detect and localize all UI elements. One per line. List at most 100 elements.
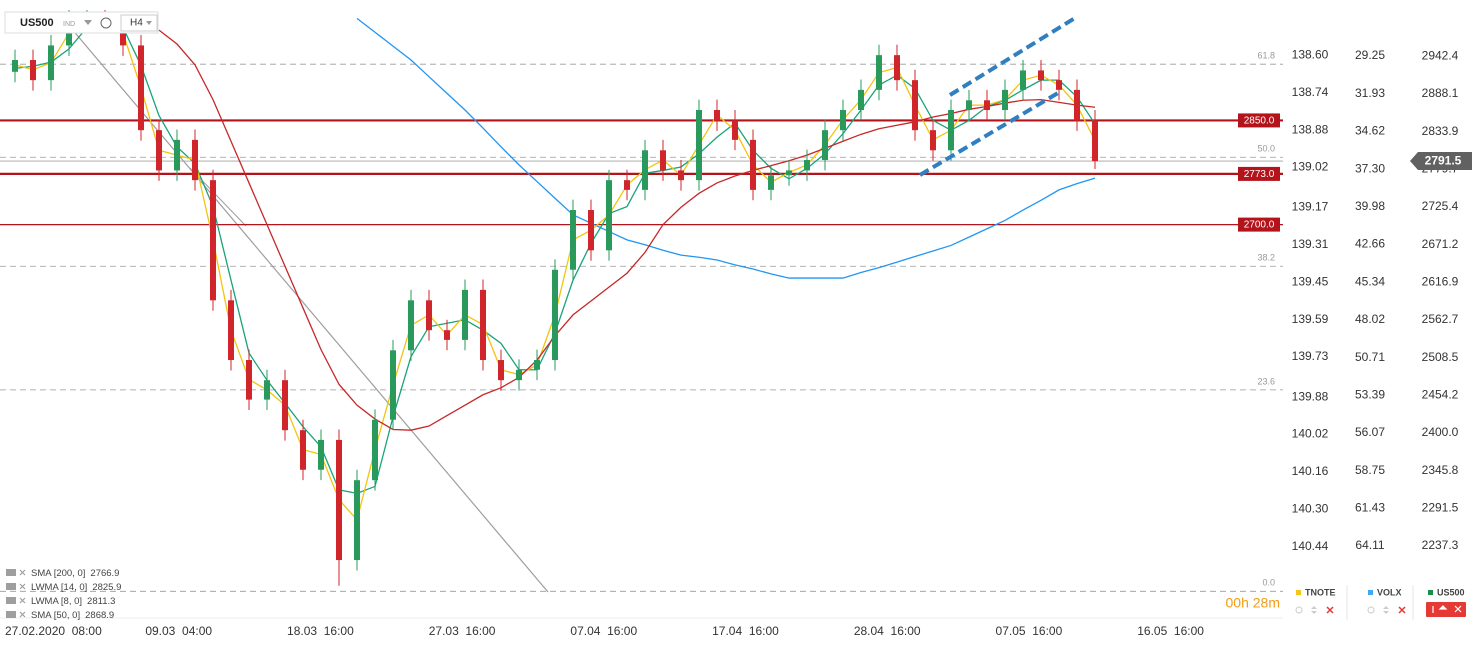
y-tick-label: 2562.7 [1422, 312, 1459, 326]
candle-body [912, 80, 918, 131]
candle-body [552, 269, 558, 361]
symbol-bar[interactable]: US500 IND H4 [4, 11, 159, 34]
y-tick-label: 50.71 [1355, 350, 1385, 364]
legend-remove[interactable] [19, 611, 26, 618]
candle-timer: 00h 28m [1226, 595, 1280, 611]
level-label-box [1238, 113, 1280, 128]
candle-body [1092, 120, 1098, 162]
scale-name: VOLX [1377, 587, 1402, 597]
y-tick-label: 2345.8 [1422, 463, 1459, 477]
candle-body [282, 380, 288, 431]
y-tick-label: 2237.3 [1422, 538, 1459, 552]
candle-body [876, 55, 882, 90]
y-tick-label: 140.16 [1292, 464, 1329, 478]
x-tick-label: 27.02.2020 08:00 [5, 624, 102, 638]
legend-icon[interactable] [6, 569, 16, 576]
legend-remove[interactable] [19, 583, 26, 590]
candle-body [750, 139, 756, 190]
legend-entry: LWMA [8, 0] 2811.3 [31, 596, 115, 607]
y-tick-label: 140.02 [1292, 427, 1329, 441]
y-tick-label: 139.02 [1292, 160, 1329, 174]
move-icon[interactable] [1311, 606, 1317, 614]
candle-body [48, 45, 54, 81]
candle-body [642, 150, 648, 190]
candle-body [858, 89, 864, 111]
legend-icon[interactable] [6, 611, 16, 618]
candle-body [408, 300, 414, 351]
x-tick-label: 09.03 04:00 [145, 624, 212, 638]
visibility-icon[interactable] [1367, 606, 1375, 614]
channel-line[interactable] [918, 91, 1060, 177]
y-tick-label: 2454.2 [1422, 387, 1459, 401]
candle-body [696, 110, 702, 181]
y-tick-label: 139.45 [1292, 274, 1329, 288]
remove-icon[interactable] [1326, 606, 1334, 614]
candle-body [804, 160, 810, 171]
y-tick-label: 2725.4 [1422, 199, 1459, 213]
candle-body [156, 130, 162, 171]
candle-body [966, 100, 972, 111]
y-tick-label: 31.93 [1355, 86, 1385, 100]
indicator-line [356, 17, 1096, 279]
legend-entry: LWMA [14, 0] 2825.9 [31, 582, 121, 593]
active-scale-icons[interactable] [1432, 605, 1462, 613]
candle-body [768, 175, 774, 190]
y-tick-label: 2671.2 [1422, 237, 1459, 251]
candle-body [12, 60, 18, 72]
channel-line[interactable] [948, 16, 1077, 97]
interval: H4 [130, 18, 143, 29]
dropdown-icon[interactable] [146, 21, 152, 25]
legend-name: SMA [200, 0] [31, 568, 85, 579]
candle-body [678, 170, 684, 181]
remove-icon[interactable] [1398, 606, 1406, 614]
y-tick-label: 29.25 [1355, 48, 1385, 62]
legend-icon[interactable] [6, 583, 16, 590]
candle-body [138, 45, 144, 131]
dropdown-icon[interactable] [84, 20, 92, 25]
scale-name: TNOTE [1305, 587, 1336, 597]
candle-body [930, 130, 936, 151]
move-icon[interactable] [1383, 606, 1389, 614]
level-label: 2773.0 [1244, 169, 1275, 180]
candle-body [984, 100, 990, 111]
candle-body [606, 180, 612, 251]
candle-body [354, 480, 360, 561]
candle-body [1074, 89, 1080, 121]
candle-body [894, 55, 900, 81]
legend-remove[interactable] [19, 569, 26, 576]
candle-body [318, 439, 324, 470]
candle-body [498, 360, 504, 381]
candle-body [1020, 70, 1026, 90]
legend-entry: SMA [50, 0] 2868.9 [31, 610, 114, 621]
candle-body [786, 170, 792, 176]
legend-name: LWMA [14, 0] [31, 582, 87, 593]
visibility-icon[interactable] [1295, 606, 1303, 614]
y-tick-label: 2508.5 [1422, 350, 1459, 364]
candle-body [1056, 80, 1062, 90]
y-tick-label: 2888.1 [1422, 86, 1459, 100]
x-tick-label: 28.04 16:00 [854, 624, 921, 638]
candle-body [300, 430, 306, 470]
y-tick-label: 42.66 [1355, 237, 1385, 251]
legend-name: LWMA [8, 0] [31, 596, 82, 607]
y-tick-label: 138.74 [1292, 85, 1329, 99]
y-tick-label: 2291.5 [1422, 500, 1459, 514]
candle-body [264, 380, 270, 400]
candle-body [390, 350, 396, 420]
candle-body [444, 330, 450, 340]
candle-body [1002, 89, 1008, 111]
legend-value: 2766.9 [90, 568, 119, 579]
scale-name: US500 [1437, 587, 1465, 597]
interval-box[interactable] [120, 14, 158, 32]
info-icon[interactable] [100, 17, 112, 29]
legend-icon[interactable] [6, 597, 16, 604]
market: IND [63, 21, 75, 28]
candle-body [516, 369, 522, 381]
x-tick-label: 07.05 16:00 [996, 624, 1063, 638]
y-tick-label: 56.07 [1355, 425, 1385, 439]
candle-body [948, 110, 954, 151]
legend-remove[interactable] [19, 597, 26, 604]
candle-body [192, 139, 198, 181]
